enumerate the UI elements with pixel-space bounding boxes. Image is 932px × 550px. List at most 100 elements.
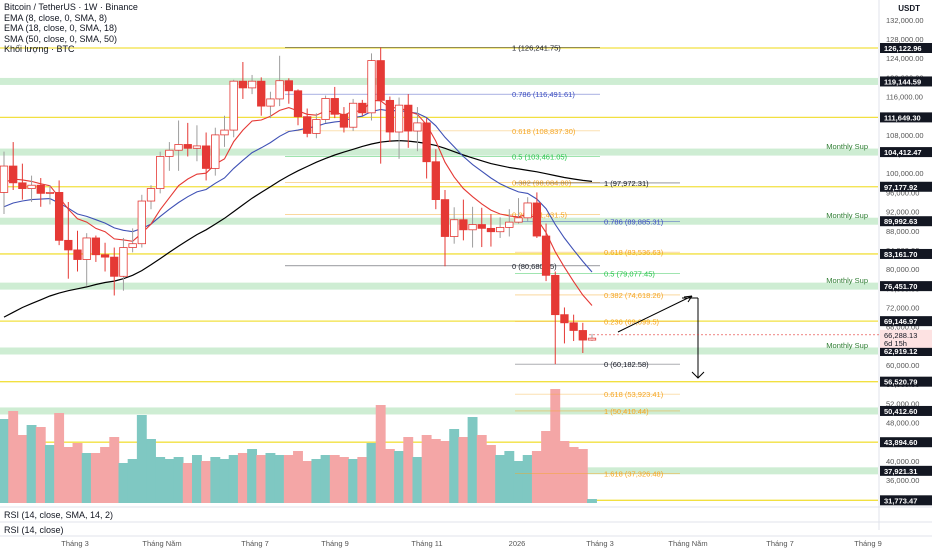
candle-down — [18, 182, 27, 189]
volume-bar — [329, 455, 340, 503]
candle-down — [532, 202, 542, 237]
candle-down — [257, 80, 266, 107]
volume-bar — [338, 457, 349, 503]
price-badge-label: 126,122.96 — [884, 44, 922, 53]
candle-down — [578, 330, 587, 341]
x-tick-label: Tháng 9 — [854, 539, 882, 548]
monthly-sup-label: Monthly Sup — [826, 142, 868, 151]
volume-bar — [63, 447, 74, 503]
rsi-pane-label-1[interactable]: RSI (14, close, SMA, 14, 2) — [4, 510, 114, 520]
price-badge-label: 83,161.70 — [884, 250, 917, 259]
candle-up — [229, 80, 238, 131]
volume-bar — [191, 455, 202, 503]
ema18-legend[interactable]: EMA (18, close, 0, SMA, 18) — [4, 23, 118, 33]
y-tick-label: 124,000.00 — [886, 54, 924, 63]
chart-legend: Bitcoin / TetherUS · 1W · Binance EMA (8… — [4, 2, 138, 55]
currency-unit: USDT — [898, 4, 920, 13]
arrowhead — [691, 371, 705, 379]
fib-level-label: 0.236 (69,099.5) — [604, 317, 660, 326]
price-badge — [880, 495, 932, 506]
x-tick-label: Tháng 7 — [766, 539, 794, 548]
candle-up — [27, 184, 36, 189]
x-tick-label: Tháng Năm — [668, 539, 707, 548]
volume-bar — [449, 429, 460, 503]
volume-bar — [541, 431, 552, 503]
candle-up — [348, 102, 358, 128]
price-badge — [880, 405, 932, 416]
x-tick-label: Tháng Năm — [142, 539, 181, 548]
candle-up — [367, 60, 376, 114]
volume-bar — [146, 439, 156, 503]
volume-bar — [513, 461, 524, 503]
volume-legend[interactable]: Khối lượng · BTC — [4, 44, 75, 54]
fib-level-label: 0 (60,182.58) — [604, 360, 649, 369]
fib-level-label: 1 (126,241.75) — [512, 43, 561, 52]
y-tick-label: 108,000.00 — [886, 131, 924, 140]
price-badge-label: 56,520.79 — [884, 378, 917, 387]
candle-up — [82, 237, 91, 260]
volume-bar — [164, 459, 175, 503]
candle-up — [0, 165, 9, 193]
volume-bar — [384, 449, 395, 503]
candle-down — [551, 274, 560, 316]
candle-down — [91, 237, 101, 256]
volume-bar — [587, 499, 597, 503]
candle-down — [431, 161, 440, 201]
volume-bar — [173, 457, 184, 503]
candle-down — [183, 144, 192, 149]
candle-down — [339, 113, 349, 128]
volume-bar — [320, 455, 331, 503]
fib-level-label: 0.618 (83,536.63) — [604, 248, 664, 257]
candle-up — [523, 202, 532, 219]
volume-bar — [467, 417, 478, 503]
candle-up — [505, 221, 514, 228]
candle-up — [137, 200, 146, 245]
candle-up — [450, 219, 459, 237]
volume-bar — [311, 459, 322, 503]
ema8-legend[interactable]: EMA (8, close, 0, SMA, 8) — [4, 12, 108, 23]
current-price-badge — [880, 329, 932, 348]
candle-up — [468, 224, 477, 231]
volume-bar — [357, 457, 368, 503]
volume-bar — [118, 463, 129, 503]
volume-bar — [504, 451, 515, 503]
volume-bar — [100, 447, 111, 503]
volume-bar — [568, 447, 579, 503]
candle-up — [394, 104, 404, 133]
y-tick-label: 48,000.00 — [886, 419, 919, 428]
monthly-sup-label: Monthly Sup — [826, 211, 868, 220]
price-badge — [880, 248, 932, 259]
fib-level-label: 0.618 (53,923.41) — [604, 390, 664, 399]
candle-down — [36, 184, 45, 194]
volume-bar — [54, 413, 65, 503]
candle-up — [275, 80, 284, 100]
volume-bar — [237, 453, 248, 503]
volume-bar — [302, 461, 313, 503]
price-badge-label: 50,412.60 — [884, 407, 917, 416]
volume-bar — [247, 449, 258, 503]
volume-bar — [17, 435, 28, 503]
fib-level-label: 0.5 (79,077.45) — [604, 270, 655, 279]
volume-bar — [550, 389, 561, 503]
volume-bar — [366, 443, 377, 503]
candle-down — [569, 322, 578, 331]
volume-bar — [210, 457, 221, 503]
rsi-pane-label-2[interactable]: RSI (14, close) — [4, 525, 64, 535]
fib-level-label: 1.618 (37,326.48) — [604, 470, 664, 479]
symbol-title[interactable]: Bitcoin / TetherUS · 1W · Binance — [4, 2, 138, 12]
volume-bar — [81, 453, 92, 503]
price-badge — [880, 316, 932, 327]
price-badge-label: 89,992.63 — [884, 217, 917, 226]
sma50-legend[interactable]: SMA (50, close, 0, SMA, 50) — [4, 33, 118, 44]
volume-bar — [476, 435, 487, 503]
y-tick-label: 60,000.00 — [886, 361, 919, 370]
support-band — [0, 407, 878, 415]
volume-bar — [283, 455, 294, 503]
volume-bar — [155, 457, 166, 503]
candle-down — [486, 227, 496, 233]
volume-bar — [72, 443, 83, 503]
x-tick-label: Tháng 3 — [61, 539, 89, 548]
volume-bar — [348, 459, 359, 503]
volume-bar — [375, 405, 386, 503]
